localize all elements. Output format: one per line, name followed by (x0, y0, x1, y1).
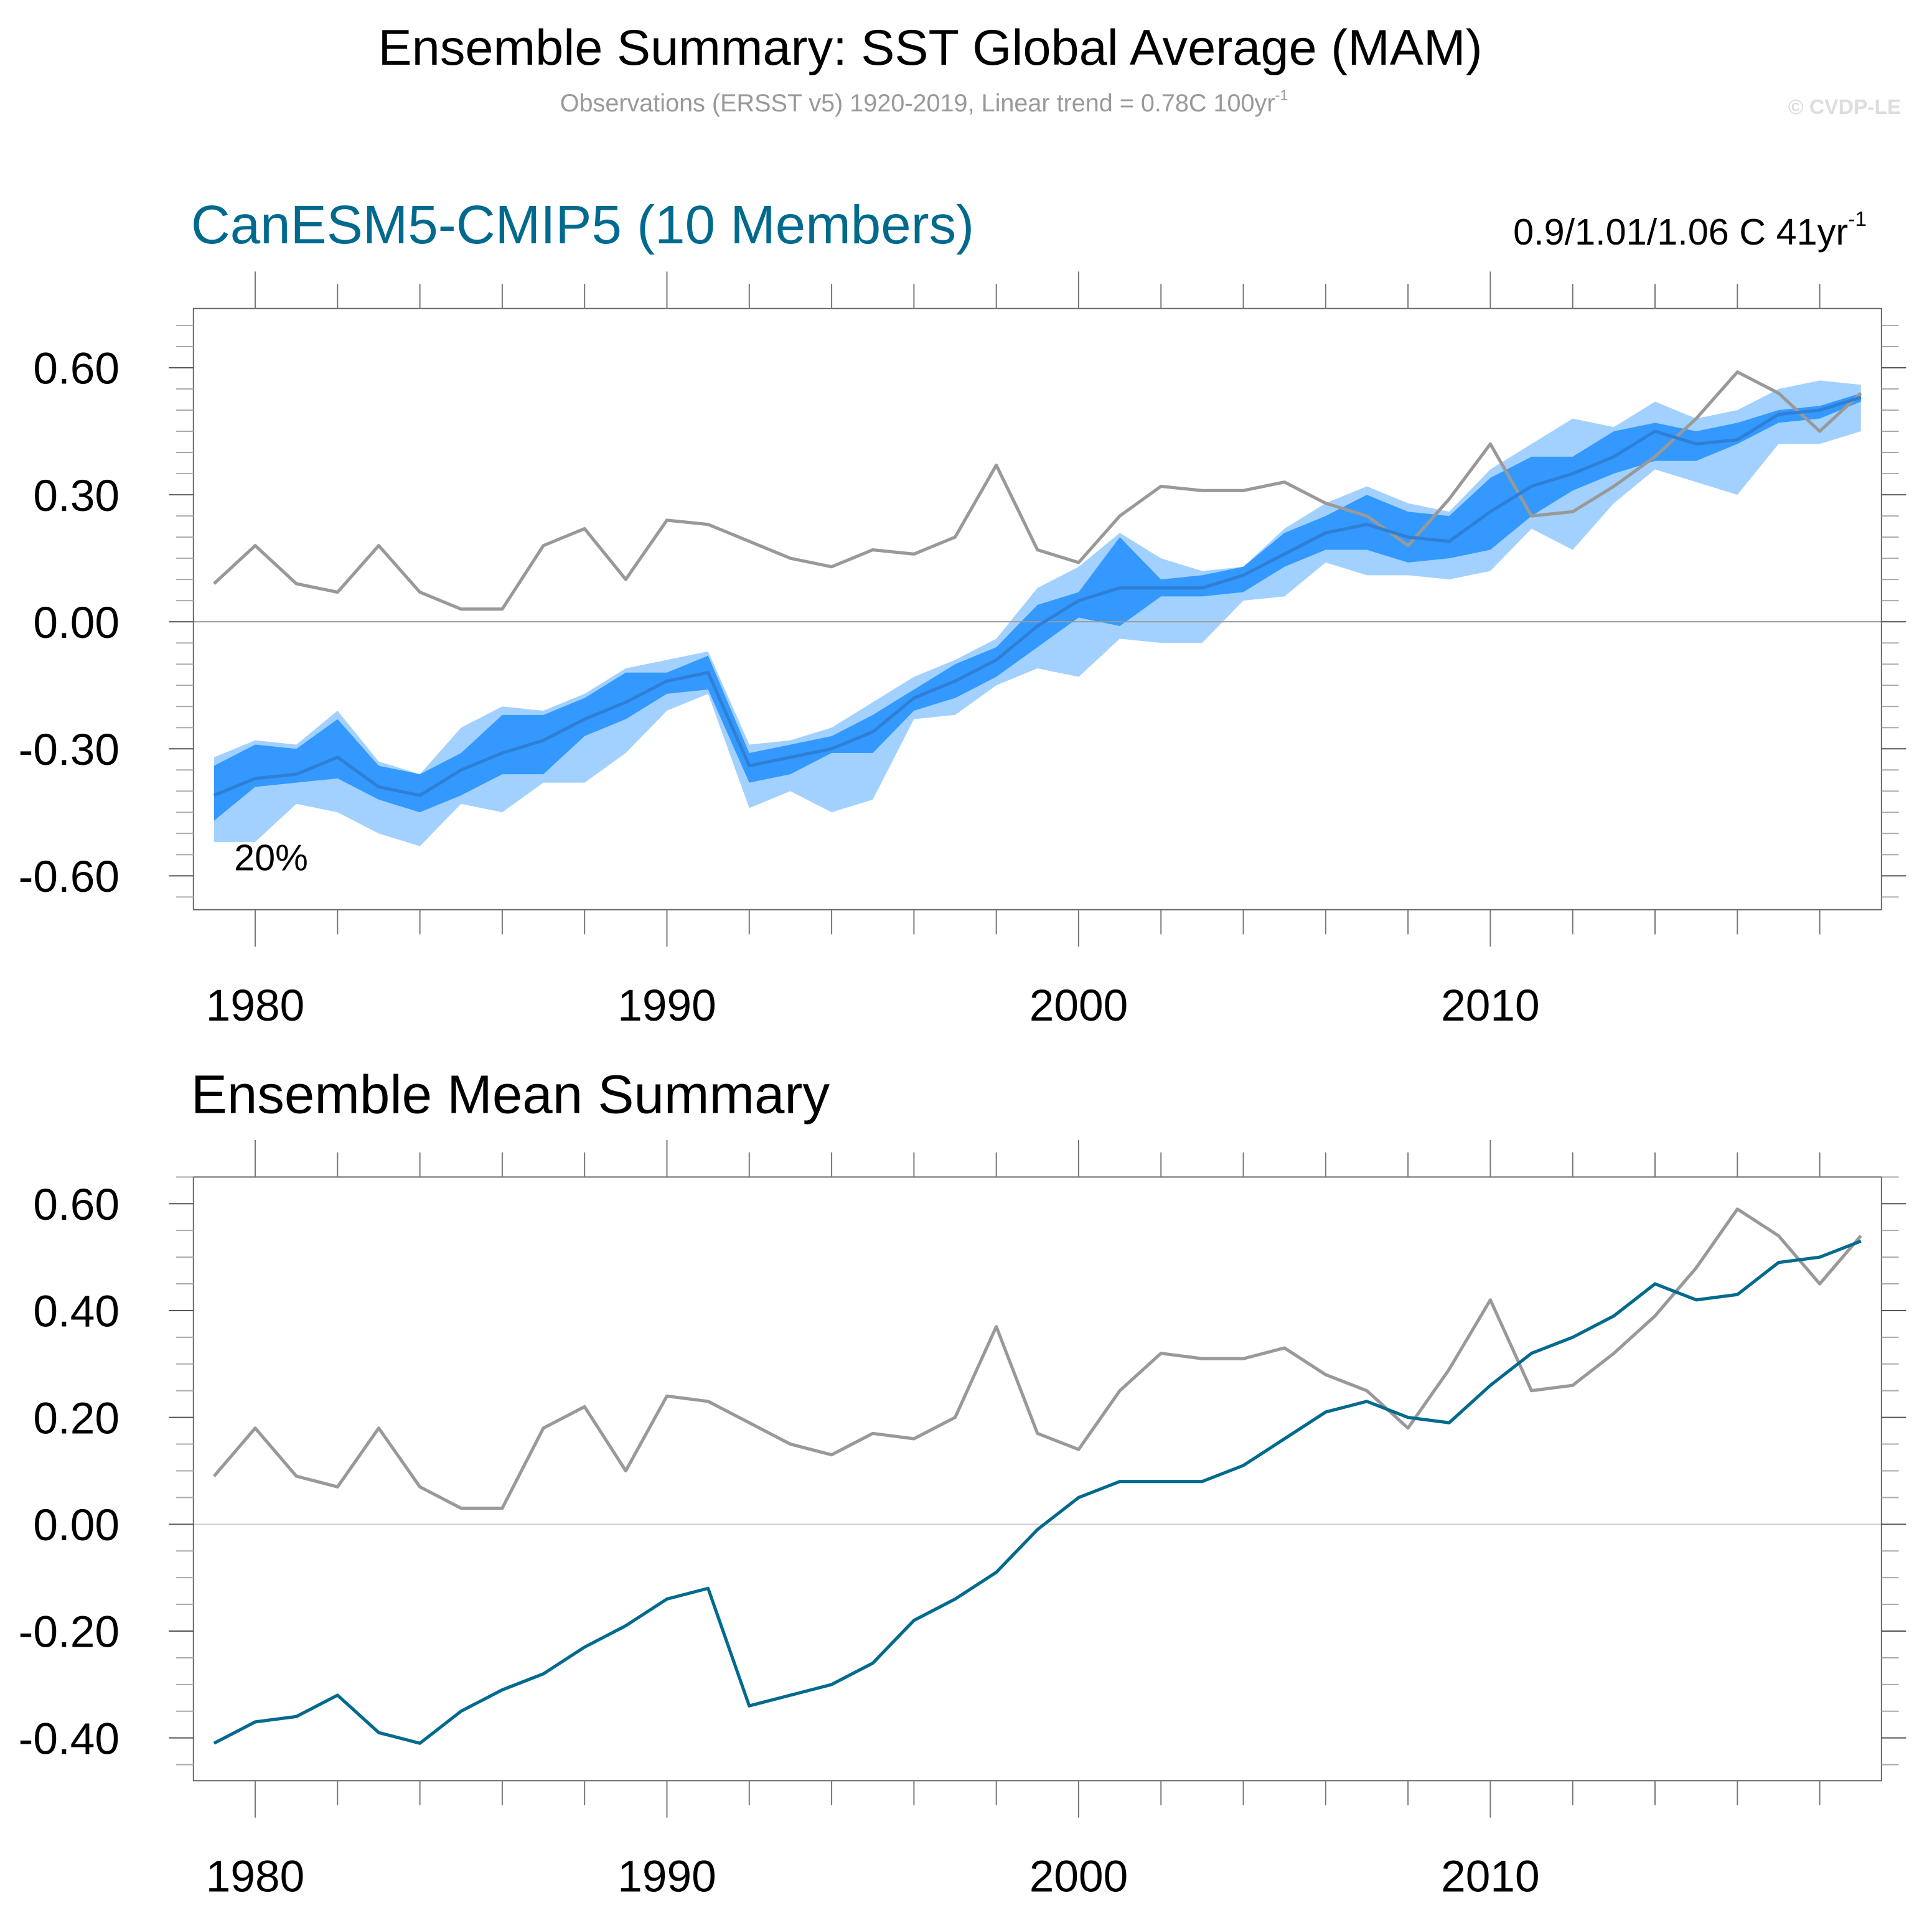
x-tick-label: 2000 (1029, 1852, 1128, 1902)
x-tick-label: 1980 (206, 1852, 305, 1902)
y-tick-label: 0.00 (33, 598, 120, 648)
x-tick-label: 1990 (617, 1852, 716, 1902)
subtitle: Observations (ERSST v5) 1920-2019, Linea… (560, 87, 1288, 117)
panel1-trend-label: 0.9/1.01/1.06 C 41yr-1 (1513, 208, 1867, 253)
trend-superscript: -1 (1848, 208, 1867, 231)
y-tick-label: -0.60 (19, 852, 120, 902)
y-tick-label: 0.60 (33, 344, 120, 394)
x-tick-label: 2010 (1441, 1852, 1540, 1902)
panel1-plot: 1980 1990 2000 2010 -0.60 -0.30 0.00 0.30 0.60 (19, 271, 1906, 1031)
band-inner-spread (213, 393, 1861, 821)
y-tick-label: 0.60 (33, 1180, 120, 1230)
y-tick-label: 0.40 (33, 1287, 120, 1337)
x-tick-label: 2000 (1029, 981, 1128, 1031)
y-tick-label: -0.40 (19, 1714, 120, 1764)
x-tick-label: 1980 (206, 981, 305, 1031)
subtitle-superscript: -1 (1275, 87, 1288, 104)
panel2-plot: 1980 1990 2000 2010 -0.40 -0.20 0.00 0.20 0.40 0.… (19, 1139, 1906, 1902)
x-tick-label: 2010 (1441, 981, 1540, 1031)
plot-frame (192, 307, 1882, 910)
y-tick-label: -0.20 (19, 1607, 120, 1657)
panel1-title: CanESM5-CMIP5 (10 Members) (191, 195, 974, 255)
x-tick-label: 1990 (617, 981, 716, 1031)
panel2-title: Ensemble Mean Summary (191, 1064, 830, 1125)
y-tick-label: 0.00 (33, 1500, 120, 1550)
plot-frame (192, 1176, 1882, 1782)
main-title: Ensemble Summary: SST Global Average (MA… (378, 20, 1483, 76)
watermark: © CVDP-LE (1788, 96, 1902, 119)
ensemble-mean-line (213, 1239, 1862, 1745)
y-tick-label: 0.20 (33, 1393, 120, 1443)
observations-line (213, 370, 1862, 611)
panel1-percent-annotation: 20% (234, 836, 308, 878)
observations-line (212, 1207, 1862, 1510)
y-tick-label: 0.30 (33, 471, 120, 521)
ensemble-mean-line (213, 396, 1862, 797)
y-tick-label: -0.30 (19, 725, 120, 775)
